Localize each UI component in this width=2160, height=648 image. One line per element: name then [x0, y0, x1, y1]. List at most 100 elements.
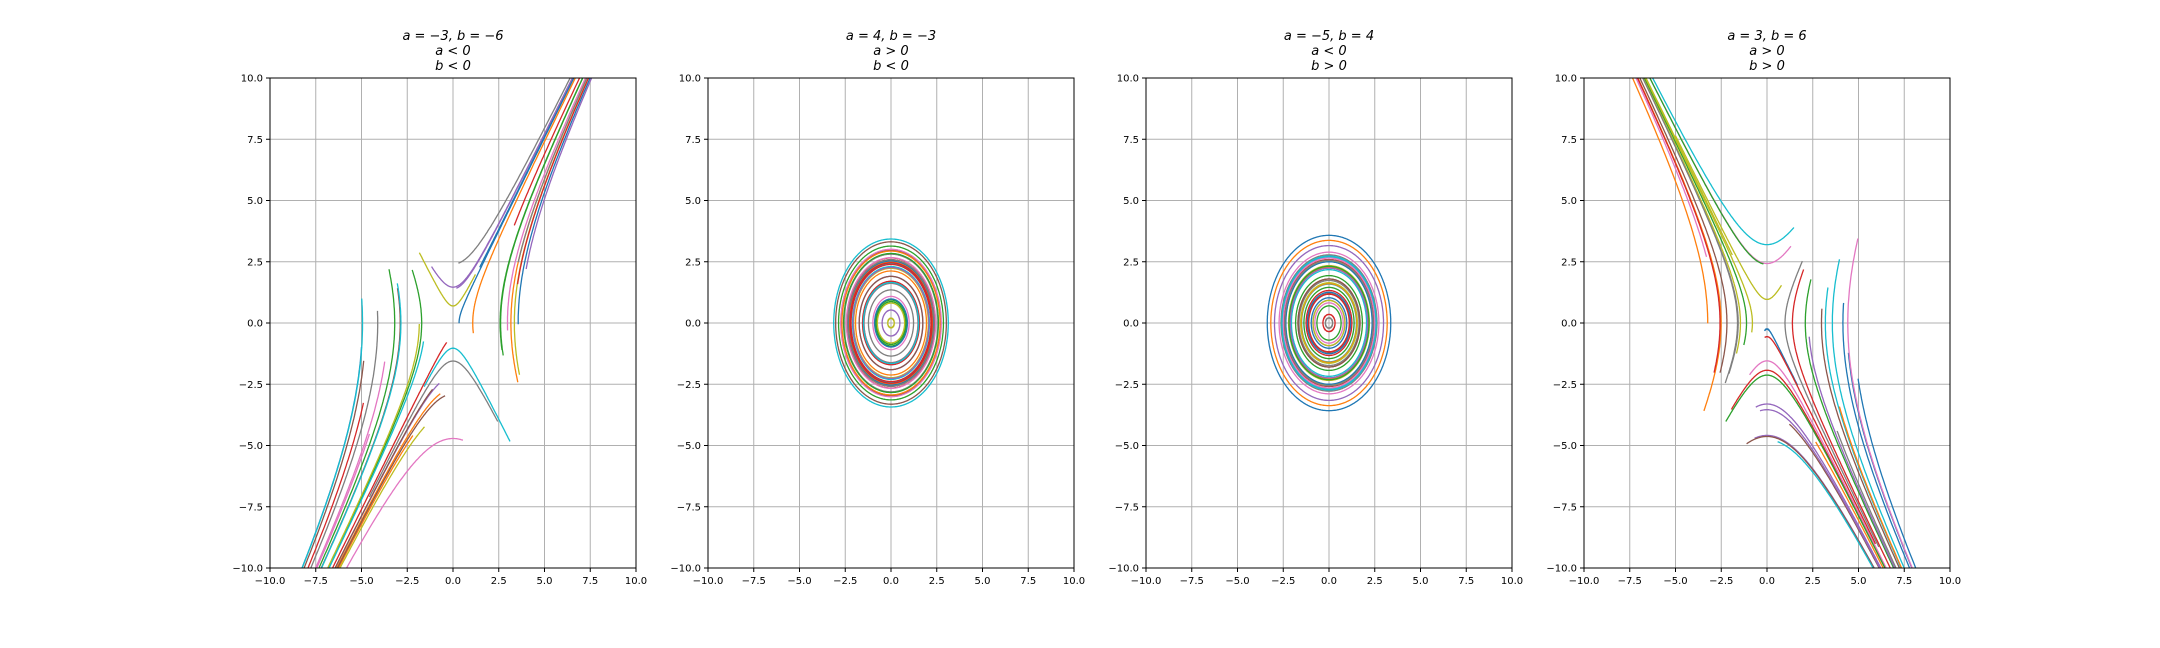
x-tick-label: −2.5 — [1709, 576, 1733, 587]
y-tick-label: 2.5 — [685, 257, 701, 268]
trajectory-curve — [513, 78, 590, 375]
trajectory-curve — [858, 275, 924, 371]
trajectory-curve — [339, 426, 425, 568]
x-tick-label: −7.5 — [742, 576, 766, 587]
x-tick-label: 10.0 — [1501, 576, 1523, 587]
trajectory-curve — [1316, 305, 1342, 341]
x-tick-label: 5.0 — [975, 576, 991, 587]
x-tick-label: −10.0 — [255, 576, 286, 587]
trajectory-curve — [513, 78, 581, 226]
trajectory-curve — [314, 361, 386, 568]
trajectory-curve — [301, 298, 364, 568]
trajectory-curve — [849, 262, 933, 384]
y-tick-label: −7.5 — [239, 502, 263, 513]
y-tick-label: 7.5 — [1123, 135, 1139, 146]
y-tick-label: 5.0 — [247, 196, 263, 207]
y-tick-label: −7.5 — [677, 502, 701, 513]
y-tick-label: −10.0 — [1546, 564, 1577, 575]
chart-title-line: a < 0 — [1311, 44, 1346, 59]
y-tick-label: −7.5 — [1115, 502, 1139, 513]
trajectory-curve — [1749, 360, 1887, 568]
trajectory-curve — [848, 260, 934, 386]
trajectory-curve — [862, 281, 920, 365]
y-tick-label: −2.5 — [1115, 380, 1139, 391]
y-tick-label: −5.0 — [1553, 441, 1577, 452]
curves-group — [833, 238, 949, 408]
y-tick-label: −10.0 — [1108, 564, 1139, 575]
trajectory-curve — [1784, 260, 1880, 548]
trajectory-curve — [1730, 369, 1887, 568]
trajectory-curve — [1746, 435, 1875, 568]
chart-title-line: b < 0 — [435, 59, 471, 74]
trajectory-curve — [834, 241, 948, 405]
y-tick-label: −10.0 — [232, 564, 263, 575]
x-tick-label: −10.0 — [1569, 576, 1600, 587]
trajectory-curve — [1755, 403, 1882, 568]
trajectory-curve — [337, 435, 414, 568]
trajectory-curve — [345, 437, 464, 568]
x-tick-label: −7.5 — [304, 576, 328, 587]
axes-frame — [269, 77, 637, 569]
chart-panel-1: −10.0 −7.5 −5.0 −2.5 0.0 2.5 5.0 7.5 10.0 −10.0 −7… — [232, 29, 647, 587]
trajectory-curve — [837, 245, 945, 401]
trajectory-curve — [1297, 278, 1361, 368]
trajectory-curve — [1763, 328, 1799, 386]
x-tick-label: −7.5 — [1618, 576, 1642, 587]
trajectory-curve — [1642, 78, 1742, 354]
trajectory-curve — [875, 300, 907, 346]
trajectory-curve — [431, 78, 574, 288]
trajectory-curve — [876, 302, 906, 344]
y-tick-label: 0.0 — [1561, 319, 1577, 330]
trajectory-curve — [872, 295, 910, 351]
trajectory-curve — [1298, 279, 1360, 367]
trajectory-curve — [336, 393, 441, 568]
y-tick-label: 2.5 — [1561, 257, 1577, 268]
trajectory-curve — [1642, 78, 1739, 384]
trajectory-curve — [1804, 279, 1895, 568]
trajectory-curve — [861, 280, 921, 366]
x-tick-label: 0.0 — [1321, 576, 1337, 587]
trajectory-curve — [472, 78, 577, 334]
trajectory-curve — [423, 347, 511, 442]
trajectory-curve — [833, 238, 949, 408]
trajectory-curve — [1289, 267, 1369, 379]
chart-title-line: a = −3, b = −6 — [402, 29, 503, 44]
y-tick-label: −2.5 — [1553, 380, 1577, 391]
trajectory-curve — [303, 360, 365, 568]
trajectory-curve — [850, 263, 932, 383]
trajectory-curve — [499, 78, 584, 350]
y-tick-label: −5.0 — [677, 441, 701, 452]
trajectory-curve — [1278, 251, 1380, 395]
y-tick-label: 7.5 — [685, 135, 701, 146]
x-tick-label: 10.0 — [1939, 576, 1961, 587]
trajectory-curve — [1815, 441, 1884, 568]
x-tick-label: 0.0 — [883, 576, 899, 587]
trajectory-curve — [1324, 317, 1334, 329]
trajectory-curve — [1310, 297, 1348, 349]
trajectory-curve — [1285, 261, 1373, 385]
x-tick-label: 5.0 — [537, 576, 553, 587]
trajectory-curve — [331, 342, 448, 568]
x-tick-label: −5.0 — [1225, 576, 1249, 587]
trajectory-curve — [842, 252, 940, 394]
trajectory-curve — [1312, 299, 1346, 347]
trajectory-curve — [841, 250, 941, 396]
y-tick-label: 10.0 — [679, 74, 701, 85]
x-tick-label: 7.5 — [1020, 576, 1036, 587]
trajectory-curve — [1290, 269, 1368, 377]
x-tick-label: −10.0 — [1131, 576, 1162, 587]
chart-title-line: a = 3, b = 6 — [1727, 29, 1806, 44]
x-tick-label: 7.5 — [1458, 576, 1474, 587]
chart-title-line: a < 0 — [435, 44, 470, 59]
x-tick-label: −2.5 — [395, 576, 419, 587]
trajectory-curve — [1820, 308, 1901, 568]
trajectory-curve — [1314, 302, 1344, 344]
trajectory-curve — [1674, 135, 1783, 301]
trajectory-curve — [845, 256, 937, 390]
y-tick-label: −2.5 — [677, 380, 701, 391]
x-tick-label: −5.0 — [787, 576, 811, 587]
trajectory-curve — [1643, 78, 1748, 346]
trajectory-curve — [1754, 434, 1875, 568]
y-tick-label: 5.0 — [685, 196, 701, 207]
trajectory-curve — [1303, 286, 1355, 360]
